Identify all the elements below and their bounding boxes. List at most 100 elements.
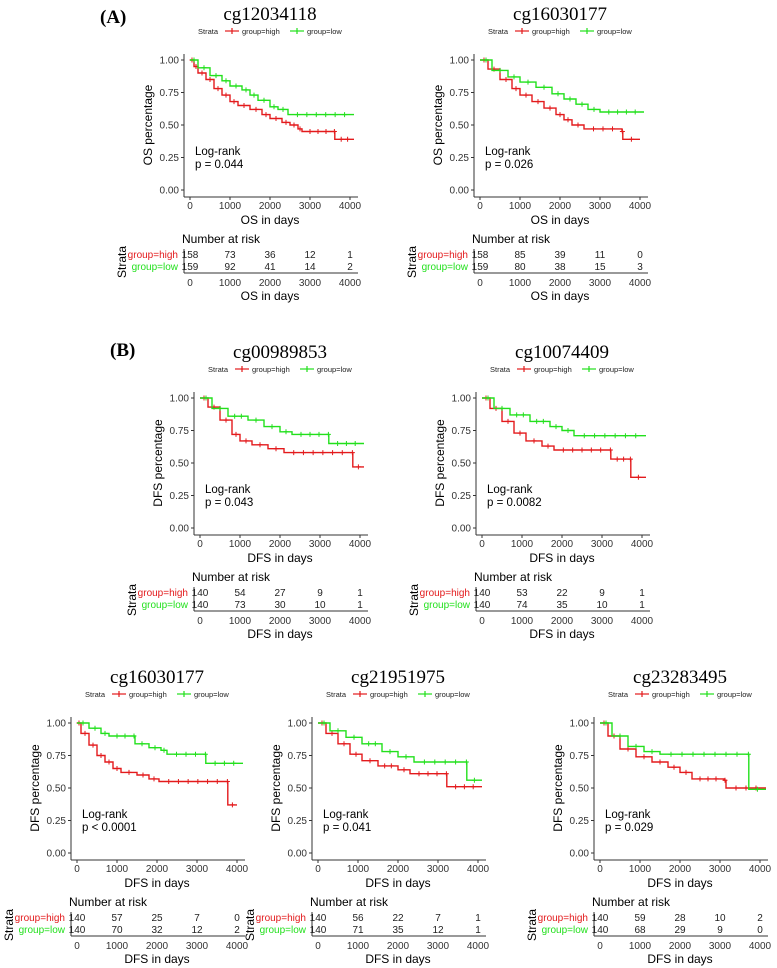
risk-row-label: group=low bbox=[424, 600, 471, 611]
risk-count: 2 bbox=[347, 262, 353, 273]
risk-count: 140 bbox=[192, 600, 209, 611]
censor-mark bbox=[215, 86, 221, 92]
legend: Strata group=high group=low bbox=[85, 690, 229, 699]
censor-mark bbox=[600, 126, 606, 132]
censor-mark bbox=[193, 751, 198, 757]
log-rank-annotation: Log-rank bbox=[323, 809, 369, 821]
risk-count: 1 bbox=[357, 600, 363, 611]
legend-entry-low: group=low bbox=[307, 27, 342, 36]
x-tick-label: 2000 bbox=[387, 864, 410, 875]
risk-count: 56 bbox=[352, 913, 364, 924]
x-tick-label: 2000 bbox=[269, 539, 292, 550]
censor-mark bbox=[320, 450, 326, 456]
risk-count: 10 bbox=[314, 600, 326, 611]
log-rank-annotation: p < 0.0001 bbox=[82, 822, 137, 834]
censor-mark bbox=[203, 395, 209, 401]
censor-mark bbox=[304, 112, 310, 118]
y-axis-label: DFS percentage bbox=[433, 419, 447, 507]
censor-mark bbox=[614, 456, 620, 462]
x-tick-label: 2000 bbox=[551, 539, 574, 550]
log-rank-annotation: Log-rank bbox=[487, 484, 533, 496]
x-tick-label: 1000 bbox=[347, 864, 370, 875]
censor-mark bbox=[271, 104, 277, 110]
censor-mark bbox=[523, 92, 529, 98]
risk-count: 15 bbox=[594, 262, 606, 273]
risk-x-tick-label: 1000 bbox=[629, 941, 652, 952]
risk-row-label: group=high bbox=[128, 250, 178, 261]
censor-mark bbox=[231, 760, 237, 766]
risk-row-label: group=high bbox=[138, 588, 188, 599]
legend-entry-high: group=high bbox=[534, 365, 572, 374]
censor-mark bbox=[313, 112, 319, 118]
censor-mark bbox=[705, 776, 711, 782]
risk-x-tick-label: 2000 bbox=[146, 941, 169, 952]
risk-count: 12 bbox=[432, 925, 444, 936]
censor-mark bbox=[617, 733, 623, 739]
y-tick-label: 0.50 bbox=[47, 784, 67, 795]
risk-x-axis-label: DFS in days bbox=[647, 952, 712, 966]
risk-table-title: Number at risk bbox=[192, 570, 271, 584]
censor-mark bbox=[602, 433, 608, 439]
censor-mark bbox=[612, 433, 618, 439]
risk-row-label: group=high bbox=[15, 913, 65, 924]
km-curve-low bbox=[318, 722, 482, 781]
log-rank-annotation: Log-rank bbox=[195, 146, 241, 158]
y-axis-label: DFS percentage bbox=[28, 744, 42, 832]
censor-mark bbox=[627, 456, 633, 462]
chart-title: cg23283495 bbox=[633, 667, 727, 688]
risk-count: 1 bbox=[347, 250, 353, 261]
censor-mark bbox=[649, 749, 655, 755]
censor-mark bbox=[503, 77, 509, 82]
censor-mark bbox=[619, 129, 625, 134]
legend-entry-low: group=low bbox=[717, 690, 752, 699]
risk-count: 3 bbox=[637, 262, 643, 273]
x-tick-label: 1000 bbox=[629, 864, 652, 875]
risk-x-tick-label: 2000 bbox=[387, 941, 410, 952]
risk-count: 9 bbox=[599, 588, 605, 599]
censor-mark bbox=[535, 99, 541, 105]
censor-mark bbox=[166, 779, 172, 784]
censor-mark bbox=[463, 759, 469, 765]
y-tick-label: 0.00 bbox=[47, 849, 67, 860]
legend-title: Strata bbox=[85, 690, 106, 699]
censor-mark bbox=[217, 405, 223, 411]
risk-count: 92 bbox=[224, 262, 236, 273]
censor-mark bbox=[345, 136, 351, 142]
x-tick-label: 0 bbox=[315, 864, 321, 875]
risk-count: 1 bbox=[357, 588, 363, 599]
legend-entry-low: group=low bbox=[435, 690, 470, 699]
censor-mark bbox=[335, 728, 341, 734]
censor-mark bbox=[131, 733, 137, 739]
risk-x-tick-label: 1000 bbox=[509, 278, 532, 289]
y-tick-label: 1.00 bbox=[450, 56, 470, 67]
censor-mark bbox=[575, 122, 581, 128]
censor-mark bbox=[221, 760, 227, 766]
risk-row-label: group=low bbox=[422, 262, 469, 273]
risk-x-tick-label: 4000 bbox=[349, 616, 372, 627]
censor-mark bbox=[668, 751, 674, 757]
risk-x-tick-label: 3000 bbox=[591, 616, 614, 627]
risk-count: 0 bbox=[637, 250, 643, 261]
risk-count: 14 bbox=[304, 262, 316, 273]
censor-mark bbox=[555, 91, 561, 97]
risk-x-tick-label: 4000 bbox=[339, 278, 362, 289]
y-tick-label: 0.50 bbox=[160, 121, 180, 132]
y-tick-label: 0.25 bbox=[570, 816, 590, 827]
log-rank-annotation: Log-rank bbox=[485, 146, 531, 158]
censor-mark bbox=[579, 101, 585, 107]
censor-mark bbox=[367, 758, 373, 764]
x-tick-label: 2000 bbox=[259, 201, 282, 212]
risk-count: 2 bbox=[234, 925, 240, 936]
censor-mark bbox=[214, 779, 220, 784]
risk-count: 1 bbox=[639, 600, 645, 611]
x-tick-label: 3000 bbox=[186, 864, 209, 875]
chart-title: cg10074409 bbox=[515, 342, 609, 363]
panel-label-b: (B) bbox=[110, 340, 135, 361]
km-curve-low bbox=[77, 722, 243, 764]
censor-mark bbox=[82, 730, 88, 736]
legend-entry-high: group=high bbox=[652, 690, 690, 699]
censor-mark bbox=[174, 751, 179, 757]
km-curve-high bbox=[480, 59, 640, 140]
y-tick-label: 0.25 bbox=[170, 491, 190, 502]
